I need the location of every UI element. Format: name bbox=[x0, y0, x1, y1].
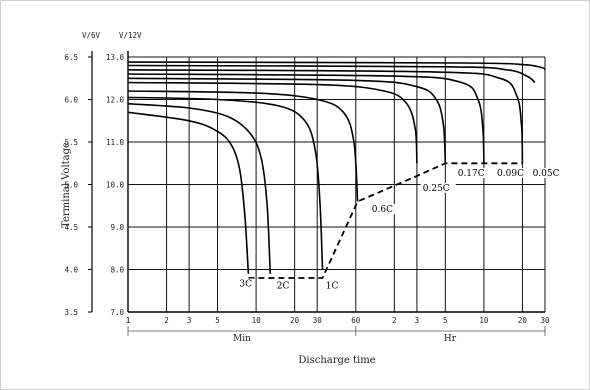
series-label: 0.05C bbox=[533, 169, 560, 179]
discharge-curve-1C bbox=[127, 96, 324, 270]
y-tick-label-6v: 4.5 bbox=[64, 223, 78, 232]
y-axis-title: Terminal Voltage bbox=[61, 142, 72, 228]
series-label-bg bbox=[237, 278, 254, 289]
series-label: 2C bbox=[277, 282, 290, 292]
discharge-curve-0_25C bbox=[127, 81, 418, 164]
x-tick-label: 2 bbox=[392, 316, 397, 325]
x-tick-label: 1 bbox=[126, 316, 131, 325]
x-axis-title: Discharge time bbox=[298, 355, 375, 366]
y-tick-label-12v: 12.0 bbox=[106, 96, 125, 105]
series-label: 0.09C bbox=[497, 169, 524, 179]
axes bbox=[88, 51, 546, 336]
series-label-bg bbox=[455, 168, 491, 178]
y-tick-label-6v: 4.0 bbox=[64, 266, 78, 275]
y-tick-label-12v: 8.0 bbox=[110, 266, 124, 275]
discharge-curve-0_6C bbox=[127, 90, 359, 202]
series-label-bg bbox=[323, 280, 341, 291]
series-label: 3C bbox=[239, 280, 252, 290]
x-tick-label: 10 bbox=[252, 316, 262, 325]
y-tick-label-12v: 9.0 bbox=[110, 223, 124, 232]
x-tick-label: 3 bbox=[187, 316, 192, 325]
y-tick-label-6v: 6.5 bbox=[64, 53, 78, 62]
y-tick-label-6v: 6.0 bbox=[64, 96, 78, 105]
end-voltage-line bbox=[248, 162, 523, 279]
x-tick-label: 20 bbox=[518, 316, 528, 325]
y-tick-label-12v: 11.0 bbox=[106, 138, 125, 147]
x-tick-label-start: 1 bbox=[126, 316, 131, 325]
labels: 7.0 3.5 8.0 4.0 9.0 4.5 10.0 5.0 11.0 5.5 12.0 6.0 1… bbox=[64, 53, 566, 325]
x-segment-label-hr: Hr bbox=[444, 334, 457, 344]
x-tick-label: 2 bbox=[164, 316, 169, 325]
x-tick-label: 5 bbox=[215, 316, 220, 325]
discharge-curve-3C bbox=[127, 111, 250, 274]
y-tick-label-12v: 13.0 bbox=[106, 53, 125, 62]
discharge-curve-extra-8 bbox=[127, 64, 536, 84]
x-tick-label: 3 bbox=[415, 316, 420, 325]
series-label: 0.25C bbox=[423, 184, 450, 194]
discharge-curve-2C bbox=[127, 102, 272, 274]
discharge-curve-0_09C bbox=[127, 73, 485, 164]
x-tick-label: 20 bbox=[290, 316, 300, 325]
series-label: 0.6C bbox=[372, 205, 393, 215]
x-tick-label: 30 bbox=[313, 316, 323, 325]
series-label-bg bbox=[420, 182, 456, 193]
y-tick-label-12v: 7.0 bbox=[110, 308, 124, 317]
series-label-bg bbox=[495, 168, 531, 178]
y-unit-label-12v: V/12V bbox=[119, 31, 142, 40]
series-label: 0.17C bbox=[458, 169, 485, 179]
y-tick-label-12v: 10.0 bbox=[106, 181, 125, 190]
series-label: 1C bbox=[326, 282, 339, 292]
series-label-bg bbox=[274, 280, 292, 291]
x-tick-label: 5 bbox=[443, 316, 448, 325]
series-label-bg bbox=[369, 204, 399, 215]
x-tick-label: 10 bbox=[479, 316, 489, 325]
x-segment-label-min: Min bbox=[233, 334, 251, 344]
discharge-curve-extra-9 bbox=[127, 61, 546, 71]
x-tick-label: 30 bbox=[540, 316, 550, 325]
y-tick-label-6v: 5.5 bbox=[64, 138, 78, 147]
series-label-bg bbox=[530, 168, 566, 178]
x-tick-label: 60 bbox=[351, 316, 361, 325]
discharge-curve-0_05C bbox=[127, 69, 524, 164]
y-unit-label-6v: V/6V bbox=[82, 31, 101, 40]
y-tick-label-6v: 3.5 bbox=[64, 308, 78, 317]
curves bbox=[127, 61, 546, 279]
y-tick-label-6v: 5.0 bbox=[64, 181, 78, 190]
discharge-curve-0_17C bbox=[127, 77, 447, 164]
